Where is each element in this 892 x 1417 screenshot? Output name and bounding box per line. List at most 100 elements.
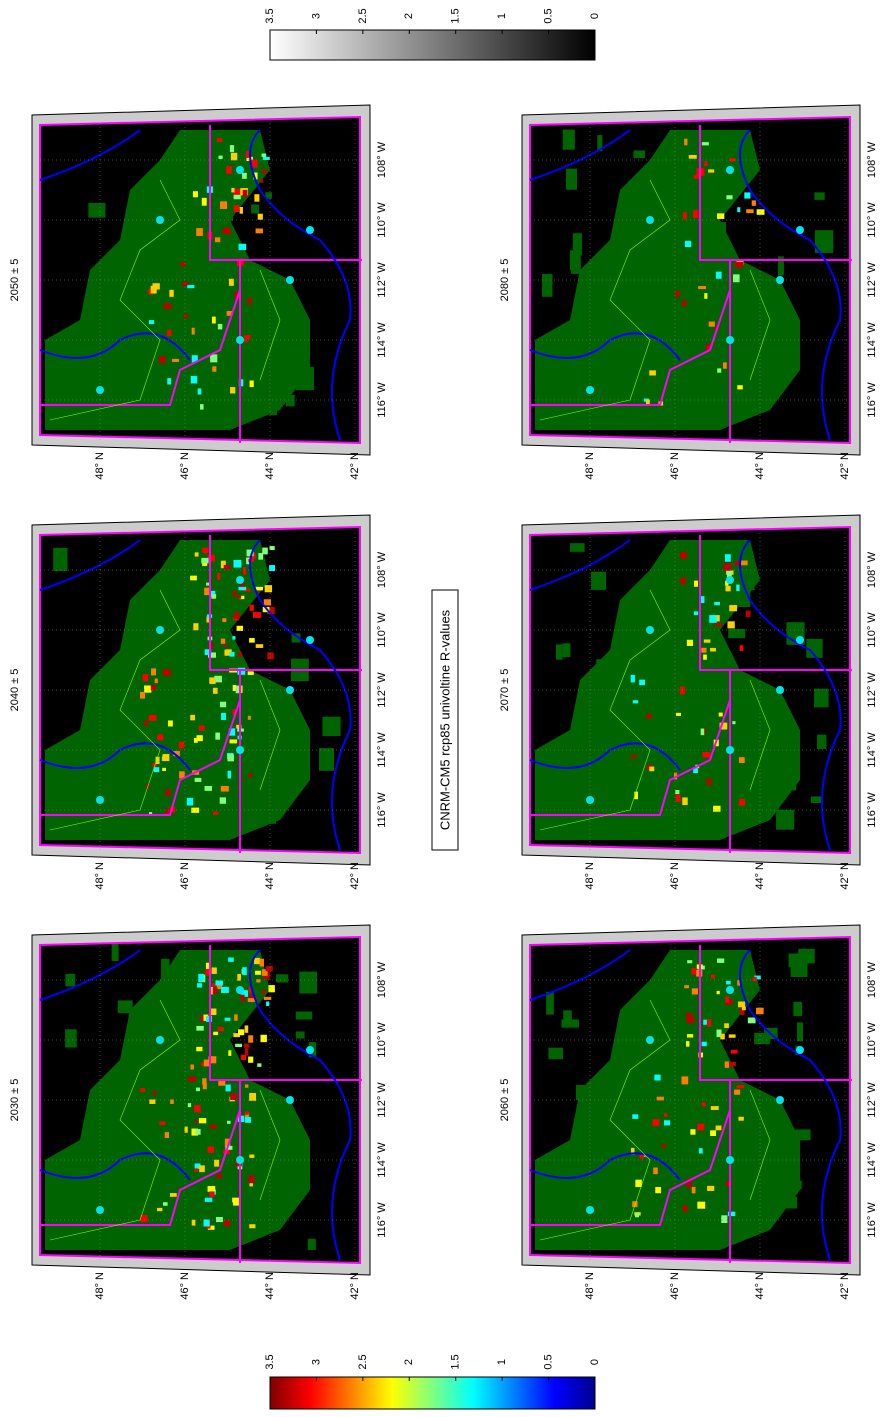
r-value-patch (757, 209, 765, 215)
r-value-patch (684, 139, 687, 146)
r-value-patch (228, 771, 232, 779)
r-value-patch (256, 979, 260, 982)
longitude-label: 116° W (866, 1202, 878, 1238)
r-value-patch (163, 1202, 168, 1206)
r-value-patch (195, 1120, 199, 1123)
r-value-patch (268, 985, 274, 992)
r-value-patch (215, 237, 220, 242)
latitude-label: 42° N (839, 862, 851, 890)
r-value-patch (684, 985, 689, 988)
r-value-patch (212, 967, 217, 973)
r-value-patch (257, 1063, 261, 1067)
r-value-patch (702, 752, 710, 758)
forest-patch (542, 274, 553, 297)
r-value-patch (241, 1055, 246, 1060)
r-value-patch (230, 652, 235, 657)
latitude-label: 42° N (349, 452, 361, 480)
r-value-patch (260, 179, 263, 183)
city-marker (726, 576, 734, 584)
r-value-patch (244, 1044, 249, 1048)
forest-patch (546, 992, 554, 1015)
r-value-patch (165, 1132, 169, 1138)
latitude-label: 44° N (264, 862, 276, 890)
panel-title: 2040 ± 5 (9, 669, 21, 712)
r-value-patch (226, 166, 232, 174)
r-value-patch (735, 561, 740, 565)
r-value-patch (632, 1114, 638, 1119)
r-value-patch (222, 618, 226, 622)
r-value-patch (266, 966, 273, 971)
longitude-label: 114° W (866, 322, 878, 358)
r-value-patch (215, 733, 220, 740)
longitude-label: 108° W (866, 141, 878, 178)
r-value-patch (155, 679, 158, 684)
forest-patch (754, 1033, 770, 1044)
longitude-label: 108° W (376, 961, 388, 998)
r-value-patch (193, 191, 198, 197)
forest-patch (138, 210, 153, 229)
r-value-patch (249, 1183, 253, 1186)
colorbar-tick-label: 1.5 (450, 1354, 462, 1369)
r-value-patch (694, 581, 698, 587)
r-value-patch (224, 644, 227, 647)
forest-patch (797, 1022, 803, 1041)
r-value-patch (736, 585, 739, 592)
forest-patch (730, 714, 741, 724)
forest-patch (112, 944, 119, 961)
r-value-patch (269, 546, 274, 550)
r-value-patch (707, 778, 712, 785)
r-value-patch (245, 1111, 249, 1114)
colorbar-tick-label: 1 (496, 1359, 508, 1365)
r-value-patch (711, 975, 715, 979)
city-marker (306, 636, 314, 644)
r-value-patch (199, 1165, 205, 1172)
r-value-patch (249, 638, 255, 643)
forest-patch (299, 972, 317, 994)
r-value-patch (228, 754, 234, 761)
r-value-patch (196, 228, 203, 236)
r-value-patch (238, 587, 246, 590)
r-value-patch (752, 200, 756, 205)
r-value-patch (143, 674, 148, 681)
r-value-patch (717, 368, 721, 372)
r-value-patch (216, 1217, 223, 1222)
forest-patch (112, 793, 126, 806)
r-value-patch (149, 320, 154, 324)
r-value-patch (728, 1212, 735, 1216)
r-value-patch (676, 290, 680, 297)
r-value-patch (198, 388, 202, 394)
longitude-label: 110° W (376, 1022, 388, 1058)
latitude-label: 44° N (754, 862, 766, 890)
longitude-label: 110° W (376, 612, 388, 648)
city-marker (726, 986, 734, 994)
r-value-patch (263, 157, 270, 160)
colorbar-fill (270, 30, 595, 60)
r-value-patch (703, 1020, 707, 1025)
colorbar-tick-label: 1 (496, 13, 508, 19)
forest-patch (817, 735, 826, 749)
r-value-patch (717, 958, 724, 962)
r-value-patch (662, 1144, 666, 1148)
r-value-patch (140, 692, 145, 699)
r-value-patch (635, 1180, 641, 1187)
forest-patch (129, 623, 138, 637)
r-value-patch (220, 201, 227, 209)
forest-patch (721, 166, 727, 173)
r-value-patch (225, 1018, 231, 1021)
forest-patch (208, 403, 215, 420)
r-value-patch (162, 768, 166, 771)
r-value-patch (202, 198, 207, 206)
r-value-patch (691, 968, 696, 975)
longitude-label: 114° W (376, 1142, 388, 1178)
r-value-patch (631, 675, 635, 683)
r-value-patch (190, 1064, 193, 1069)
forest-patch (269, 406, 277, 416)
r-value-patch (756, 1008, 764, 1015)
forest-patch (143, 998, 152, 1007)
r-value-patch (735, 262, 743, 268)
forest-patch (566, 169, 577, 190)
r-value-patch (243, 190, 248, 197)
map-panel: 2050 ± 5116° W114° W112° W110° W108° W48… (9, 105, 388, 480)
longitude-label: 114° W (866, 732, 878, 768)
r-value-patch (221, 713, 226, 720)
